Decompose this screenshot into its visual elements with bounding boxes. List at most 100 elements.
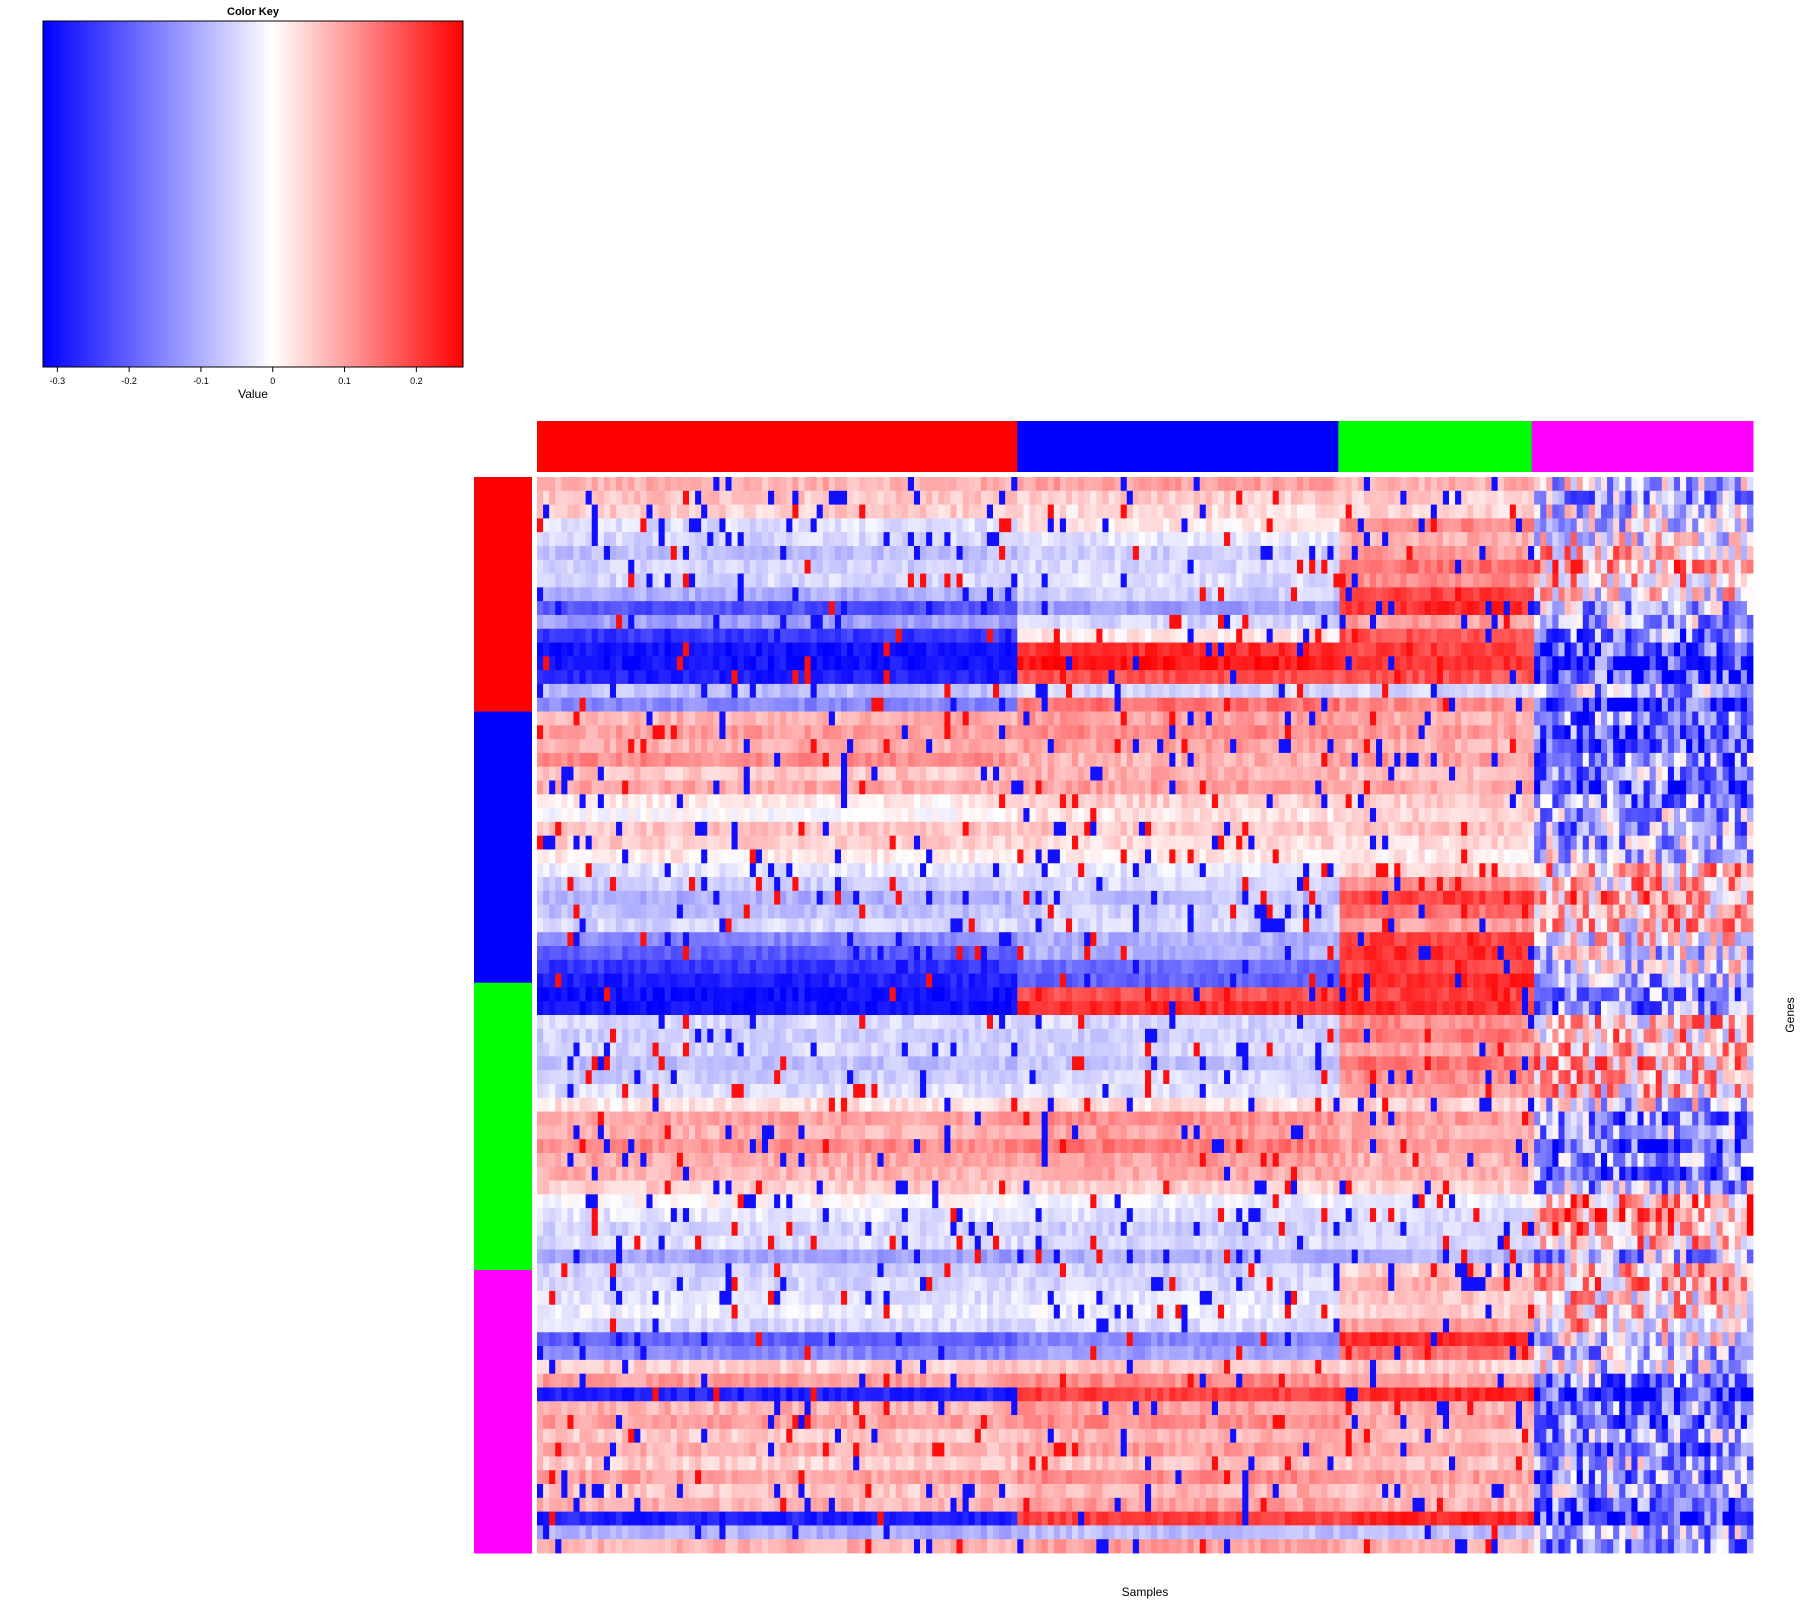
heatmap-cell xyxy=(1272,518,1280,533)
heatmap-cell xyxy=(1357,766,1365,781)
heatmap-cell xyxy=(1376,711,1383,726)
heatmap-cell xyxy=(761,794,769,809)
heatmap-cell xyxy=(1163,711,1170,726)
heatmap-cell xyxy=(1601,504,1608,519)
heatmap-cell xyxy=(1333,794,1340,809)
heatmap-cell xyxy=(1108,766,1115,781)
heatmap-cell xyxy=(865,518,872,533)
heatmap-cell xyxy=(889,504,897,519)
heatmap-cell xyxy=(755,614,763,630)
heatmap-cell xyxy=(1217,766,1225,781)
heatmap-cell xyxy=(1485,490,1492,505)
heatmap-cell xyxy=(1236,601,1243,616)
heatmap-cell xyxy=(865,559,872,574)
heatmap-cell xyxy=(634,780,641,795)
heatmap-cell xyxy=(938,614,945,630)
heatmap-cell xyxy=(1722,752,1730,768)
heatmap-cell xyxy=(1260,518,1267,533)
heatmap-cell xyxy=(798,559,805,574)
heatmap-cell xyxy=(537,628,544,643)
heatmap-cell xyxy=(1625,794,1632,809)
heatmap-cell xyxy=(658,739,666,754)
heatmap-cell xyxy=(1199,642,1207,657)
heatmap-cell xyxy=(1132,711,1140,726)
heatmap-cell xyxy=(1193,573,1201,588)
heatmap-cell xyxy=(920,739,927,754)
heatmap-cell xyxy=(1011,477,1018,492)
heatmap-cell xyxy=(1594,504,1602,519)
heatmap-cell xyxy=(1078,573,1085,588)
heatmap-cell xyxy=(1746,725,1754,740)
heatmap-cell xyxy=(901,780,909,795)
heatmap-cell xyxy=(1284,711,1292,726)
heatmap-cell xyxy=(1394,614,1401,630)
heatmap-cell xyxy=(670,545,678,561)
heatmap-cell xyxy=(1594,614,1602,630)
heatmap-cell xyxy=(1436,697,1444,712)
heatmap-cell xyxy=(1108,794,1115,809)
heatmap-cell xyxy=(1455,794,1462,809)
heatmap-cell xyxy=(1151,573,1158,588)
heatmap-cell xyxy=(1485,711,1492,726)
heatmap-cell xyxy=(1661,697,1669,712)
heatmap-cell xyxy=(828,808,836,823)
color-key: Color Key -0.3 -0.2 -0.1 0 0.1 0.2 Value xyxy=(42,6,464,401)
heatmap-cell xyxy=(1746,711,1754,726)
heatmap-cell xyxy=(1722,545,1730,561)
heatmap-cell xyxy=(1661,794,1669,809)
heatmap-cell xyxy=(768,559,775,574)
heatmap-cell xyxy=(1041,766,1049,781)
heatmap-cell xyxy=(1449,477,1456,492)
heatmap-cell xyxy=(889,780,897,795)
heatmap-cell xyxy=(549,573,556,588)
heatmap-cell xyxy=(1029,656,1036,671)
heatmap-cell xyxy=(1181,711,1188,726)
heatmap-cell xyxy=(537,573,544,588)
heatmap-cell xyxy=(1637,711,1644,726)
heatmap-cell xyxy=(1065,518,1073,533)
heatmap-cell xyxy=(1613,545,1620,561)
heatmap-cell xyxy=(1455,711,1462,726)
heatmap-cell xyxy=(591,504,599,519)
heatmap-cell xyxy=(1594,780,1602,795)
heatmap-cell xyxy=(1515,780,1523,795)
heatmap-cell xyxy=(1315,504,1322,519)
heatmap-cell xyxy=(1558,559,1565,574)
heatmap-cell xyxy=(1376,656,1383,671)
heatmap-cell xyxy=(1126,532,1134,547)
heatmap-cell xyxy=(658,601,666,616)
heatmap-cell xyxy=(1564,518,1571,533)
heatmap-cell xyxy=(968,587,976,602)
heatmap-cell xyxy=(907,614,915,630)
heatmap-cell xyxy=(591,683,599,699)
heatmap-cell xyxy=(847,601,854,616)
heatmap-cell xyxy=(1382,614,1389,630)
heatmap-cell xyxy=(774,573,781,588)
heatmap-cell xyxy=(561,518,568,533)
heatmap-cell xyxy=(938,683,945,699)
heatmap-cell xyxy=(1193,545,1201,561)
heatmap-cell xyxy=(609,725,617,740)
heatmap-cell xyxy=(1461,794,1468,809)
heatmap-cell xyxy=(792,766,799,781)
heatmap-cell xyxy=(1303,808,1310,823)
heatmap-cell xyxy=(1363,794,1371,809)
heatmap-cell xyxy=(816,477,824,492)
heatmap-cell xyxy=(1096,697,1103,712)
heatmap-cell xyxy=(847,614,854,630)
heatmap-cell xyxy=(537,504,544,519)
heatmap-cell xyxy=(1211,766,1219,781)
heatmap-cell xyxy=(555,711,562,726)
heatmap-cell xyxy=(1272,532,1280,547)
heatmap-cell xyxy=(682,628,690,643)
heatmap-cell xyxy=(944,752,951,768)
heatmap-cell xyxy=(1461,739,1468,754)
heatmap-cell xyxy=(1424,518,1432,533)
heatmap-cell xyxy=(1376,504,1383,519)
heatmap-cell xyxy=(1327,794,1334,809)
heatmap-cell xyxy=(1631,614,1638,630)
heatmap-cell xyxy=(986,504,994,519)
heatmap-cell xyxy=(707,711,714,726)
heatmap-cell xyxy=(1333,780,1340,795)
heatmap-cell xyxy=(1151,683,1158,699)
